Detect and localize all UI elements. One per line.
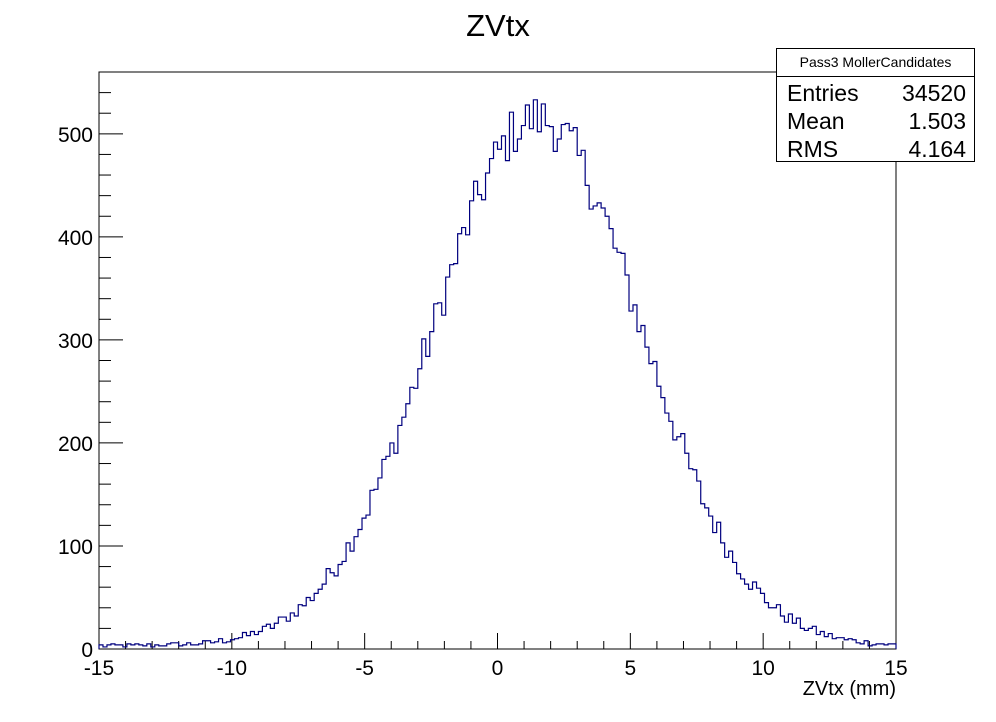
- x-axis-label: ZVtx (mm): [802, 678, 896, 700]
- stats-title: Pass3 MollerCandidates: [777, 49, 974, 77]
- x-tick-label: 0: [492, 657, 504, 680]
- x-tick-label: 15: [884, 657, 907, 680]
- x-tick-label: 10: [751, 657, 774, 680]
- mean-value: 1.503: [908, 108, 966, 134]
- y-tick-label: 200: [58, 433, 93, 456]
- y-tick-label: 300: [58, 330, 93, 353]
- rms-value: 4.164: [908, 136, 966, 162]
- chart-title: ZVtx: [466, 8, 530, 43]
- axis-tick-labels: -15 -10 -5 0 5 10 15 0 100 200 300 400 500: [58, 124, 908, 680]
- y-tick-label: 500: [58, 124, 93, 147]
- stats-mean-row: Mean 1.503: [787, 107, 966, 135]
- y-tick-label: 0: [81, 639, 93, 662]
- entries-label: Entries: [787, 80, 859, 106]
- x-tick-label: -5: [355, 657, 374, 680]
- mean-label: Mean: [787, 108, 845, 134]
- stats-rms-row: RMS 4.164: [787, 135, 966, 163]
- histogram-line: [98, 99, 897, 649]
- y-tick-label: 400: [58, 227, 93, 250]
- x-tick-label: -15: [84, 657, 114, 680]
- stats-entries-row: Entries 34520: [787, 79, 966, 107]
- stats-box: Pass3 MollerCandidates Entries 34520 Mea…: [776, 48, 975, 162]
- x-tick-label: -10: [217, 657, 247, 680]
- entries-value: 34520: [902, 80, 966, 106]
- rms-label: RMS: [787, 136, 839, 162]
- x-tick-label: 5: [624, 657, 636, 680]
- y-tick-label: 100: [58, 536, 93, 559]
